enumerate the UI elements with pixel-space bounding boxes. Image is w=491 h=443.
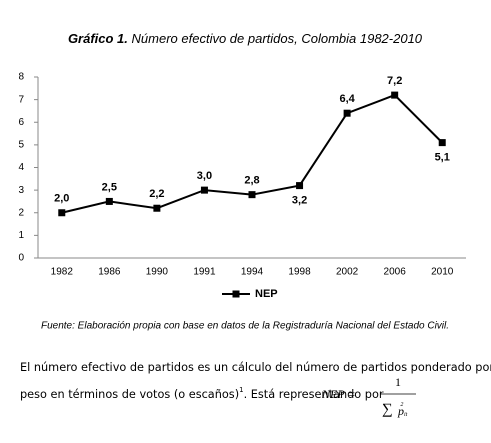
paragraph-text: peso en términos de votos (o escaños) — [20, 388, 239, 401]
y-tick-label: 3 — [18, 185, 24, 196]
x-tick-label: 2002 — [336, 267, 359, 278]
data-point — [200, 186, 208, 194]
x-tick-label: 1991 — [193, 267, 216, 278]
paragraph-text: . Está representando por — [244, 388, 384, 401]
data-label: 2,5 — [102, 181, 117, 193]
paragraph-line: El número efectivo de partidos es un cál… — [20, 361, 491, 374]
x-tick-label: 1982 — [51, 267, 74, 278]
x-tick-label: 1986 — [98, 267, 121, 278]
chart-title: Número efectivo de partidos, Colombia 19… — [132, 31, 423, 46]
data-label: 2,0 — [54, 193, 69, 205]
x-tick-label: 2006 — [384, 267, 407, 278]
data-label: 2,2 — [149, 188, 164, 200]
legend-marker — [232, 290, 240, 298]
data-label: 3,0 — [197, 170, 212, 182]
footnote-mark: 1 — [239, 386, 243, 394]
x-tick-label: 1994 — [241, 267, 264, 278]
y-tick-label: 2 — [18, 207, 24, 218]
formula-numerator: 1 — [395, 375, 401, 389]
y-tick-label: 8 — [18, 72, 24, 83]
data-point — [296, 182, 304, 190]
data-point — [58, 209, 66, 217]
x-tick-label: 2010 — [431, 267, 454, 278]
y-tick-label: 4 — [18, 162, 24, 173]
x-tick-label: 1998 — [288, 267, 311, 278]
data-point — [153, 204, 161, 212]
legend-label: NEP — [255, 288, 278, 300]
source-note: Fuente: Elaboración propia con base en d… — [41, 321, 449, 332]
formula-variable: pit2 — [397, 402, 408, 418]
data-label: 6,4 — [339, 93, 355, 105]
data-point — [105, 197, 113, 205]
formula-var: p — [397, 404, 404, 418]
data-label: 7,2 — [387, 75, 402, 87]
y-tick-label: 1 — [18, 230, 24, 241]
chart-title-number: Gráfico 1. — [68, 31, 128, 46]
data-label: 2,8 — [244, 175, 259, 187]
data-label: 3,2 — [292, 195, 307, 207]
formula-sup: 2 — [400, 402, 403, 408]
formula-sum: ∑ — [382, 401, 393, 417]
data-point — [248, 191, 256, 199]
data-point — [438, 139, 446, 147]
y-tick-label: 0 — [18, 253, 24, 264]
y-tick-label: 7 — [18, 94, 24, 105]
y-tick-label: 6 — [18, 117, 24, 128]
chart-title-line: Gráfico 1. Número efectivo de partidos, … — [68, 31, 423, 46]
formula-lhs: NEP = — [321, 387, 356, 401]
data-label: 5,1 — [435, 152, 450, 164]
data-point — [343, 109, 351, 117]
formula-sub: it — [404, 412, 408, 418]
x-tick-label: 1990 — [146, 267, 169, 278]
y-tick-label: 5 — [18, 140, 24, 151]
data-point — [391, 91, 399, 99]
paragraph-line: peso en términos de votos (o escaños)1. … — [20, 386, 384, 401]
